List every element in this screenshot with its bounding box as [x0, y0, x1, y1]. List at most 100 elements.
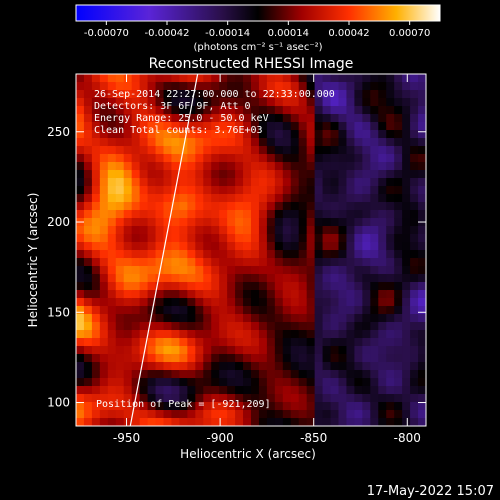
- heatmap-cell: [171, 306, 181, 315]
- heatmap-cell: [131, 194, 141, 203]
- heatmap-cell: [155, 258, 165, 267]
- heatmap-cell: [171, 170, 181, 179]
- heatmap-cell: [394, 250, 403, 259]
- heatmap-cell: [171, 322, 181, 331]
- heatmap-cell: [394, 218, 403, 227]
- heatmap-cell: [290, 314, 300, 323]
- heatmap-cell: [322, 162, 332, 171]
- heatmap-cell: [115, 82, 125, 91]
- heatmap-cell: [370, 322, 379, 331]
- heatmap-cell: [306, 378, 316, 387]
- heatmap-cell: [123, 74, 133, 83]
- heatmap-cell: [243, 378, 252, 387]
- heatmap-cell: [386, 418, 395, 426]
- heatmap-cell: [346, 218, 356, 227]
- heatmap-cell: [322, 194, 332, 203]
- colorbar-tick-label: 0.00042: [328, 28, 369, 39]
- heatmap-cell: [330, 298, 340, 307]
- heatmap-cell: [314, 322, 324, 331]
- heatmap-cell: [91, 242, 101, 251]
- heatmap-cell: [266, 354, 276, 363]
- heatmap-cell: [115, 418, 125, 426]
- heatmap-cell: [266, 90, 276, 99]
- heatmap-cell: [298, 258, 308, 267]
- heatmap-cell: [235, 178, 244, 187]
- heatmap-cell: [394, 354, 403, 363]
- heatmap-cell: [322, 306, 332, 315]
- heatmap-cell: [83, 154, 93, 163]
- heatmap-cell: [290, 394, 300, 403]
- heatmap-cell: [346, 418, 356, 426]
- heatmap-cell: [171, 346, 181, 355]
- heatmap-cell: [235, 402, 244, 411]
- heatmap-cell: [274, 282, 284, 291]
- heatmap-cell: [179, 122, 188, 131]
- heatmap-cell: [243, 218, 252, 227]
- heatmap-cell: [107, 146, 117, 155]
- heatmap-cell: [290, 322, 300, 331]
- heatmap-cell: [370, 186, 379, 195]
- heatmap-cell: [235, 218, 244, 227]
- heatmap-cell: [282, 338, 292, 347]
- heatmap-cell: [187, 154, 196, 163]
- heatmap-cell: [362, 282, 371, 291]
- heatmap-cell: [394, 314, 403, 323]
- heatmap-cell: [203, 378, 212, 387]
- heatmap-cell: [123, 314, 133, 323]
- heatmap-cell: [402, 242, 411, 251]
- heatmap-cell: [330, 218, 340, 227]
- heatmap-cell: [115, 282, 125, 291]
- heatmap-cell: [147, 162, 157, 171]
- heatmap-cell: [266, 146, 276, 155]
- heatmap-cell: [322, 402, 332, 411]
- heatmap-cell: [266, 106, 276, 115]
- heatmap-cell: [147, 386, 157, 395]
- heatmap-cell: [251, 346, 260, 355]
- heatmap-cell: [107, 386, 117, 395]
- heatmap-cell: [163, 322, 173, 331]
- heatmap-cell: [195, 410, 204, 419]
- heatmap-cell: [306, 330, 316, 339]
- heatmap-cell: [195, 234, 204, 243]
- heatmap-cell: [195, 242, 204, 251]
- heatmap-cell: [83, 330, 93, 339]
- heatmap-cell: [235, 194, 244, 203]
- heatmap-cell: [147, 410, 157, 419]
- heatmap-cell: [155, 122, 165, 131]
- heatmap-cell: [394, 146, 403, 155]
- heatmap-cell: [290, 170, 300, 179]
- heatmap-cell: [258, 402, 268, 411]
- heatmap-cell: [290, 266, 300, 275]
- heatmap-cell: [131, 154, 141, 163]
- heatmap-cell: [91, 410, 101, 419]
- heatmap-cell: [203, 106, 212, 115]
- heatmap-cell: [418, 394, 426, 403]
- heatmap-cell: [115, 194, 125, 203]
- heatmap-cell: [346, 410, 356, 419]
- heatmap-cell: [155, 298, 165, 307]
- heatmap-cell: [330, 170, 340, 179]
- heatmap-cell: [258, 274, 268, 283]
- heatmap-cell: [346, 90, 356, 99]
- heatmap-cell: [378, 242, 387, 251]
- heatmap-cell: [83, 114, 93, 123]
- heatmap-cell: [235, 202, 244, 211]
- heatmap-cell: [115, 354, 125, 363]
- heatmap-cell: [203, 170, 212, 179]
- heatmap-cell: [227, 106, 236, 115]
- heatmap-cell: [354, 186, 363, 195]
- heatmap-cell: [314, 202, 324, 211]
- heatmap-cell: [290, 210, 300, 219]
- heatmap-cell: [227, 290, 236, 299]
- heatmap-cell: [243, 354, 252, 363]
- heatmap-cell: [195, 186, 204, 195]
- heatmap-cell: [314, 170, 324, 179]
- heatmap-cell: [322, 386, 332, 395]
- heatmap-cell: [163, 354, 173, 363]
- heatmap-cell: [179, 162, 188, 171]
- heatmap-cell: [402, 402, 411, 411]
- heatmap-cell: [418, 234, 426, 243]
- heatmap-cell: [386, 394, 395, 403]
- heatmap-cell: [258, 106, 268, 115]
- heatmap-cell: [402, 362, 411, 371]
